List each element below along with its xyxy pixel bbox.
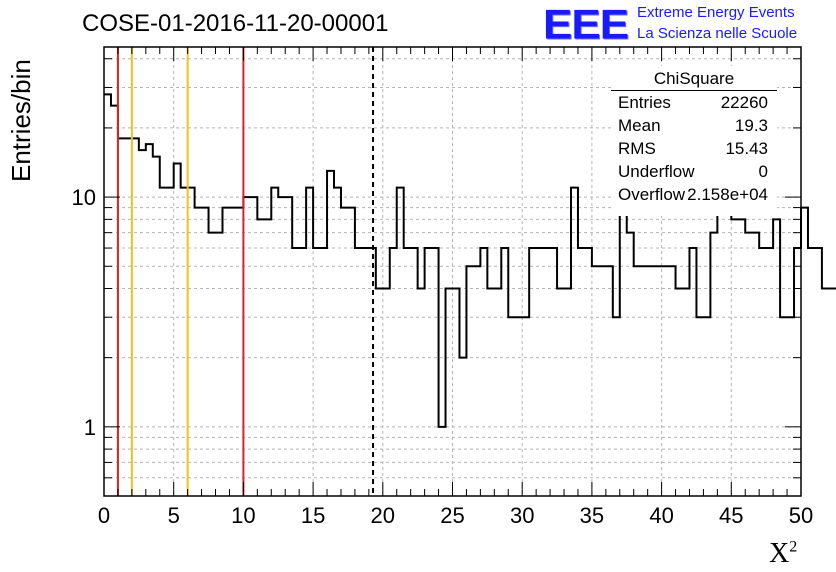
stats-value: 15.43 xyxy=(725,139,768,158)
stats-title: ChiSquare xyxy=(653,69,735,88)
x-tick-label: 25 xyxy=(440,503,464,528)
stats-row-mean: Mean 19.3 xyxy=(618,116,768,139)
stats-key: RMS xyxy=(618,139,656,158)
stats-box: ChiSquare Entries 22260 Mean 19.3 RMS 15… xyxy=(611,66,777,216)
tick-labels: 0 5 10 15 20 25 30 35 40 45 50 1 10 xyxy=(72,185,814,528)
stats-row-underflow: Underflow 0 xyxy=(618,162,768,185)
stats-value: 2.158e+04 xyxy=(687,185,768,204)
x-tick-label: 15 xyxy=(301,503,325,528)
stats-value: 0 xyxy=(758,162,768,181)
x-tick-label: 5 xyxy=(168,503,180,528)
stats-key: Overflow xyxy=(618,185,686,204)
x-tick-label: 45 xyxy=(719,503,743,528)
x-tick-label: 50 xyxy=(789,503,813,528)
x-axis-label: X2 xyxy=(769,538,797,570)
stats-row-entries: Entries 22260 xyxy=(618,93,768,116)
x-tick-label: 0 xyxy=(98,503,110,528)
x-tick-label: 35 xyxy=(580,503,604,528)
x-axis-label-exponent: 2 xyxy=(789,538,798,556)
logo-line-1: Extreme Energy Events xyxy=(637,4,795,21)
stats-row-rms: RMS 15.43 xyxy=(618,139,768,162)
histogram-series xyxy=(104,93,836,428)
chart-title: COSE-01-2016-11-20-00001 xyxy=(82,10,389,37)
y-tick-label: 10 xyxy=(72,185,96,210)
axis-ticks xyxy=(103,47,802,497)
stats-divider xyxy=(611,90,777,91)
stats-key: Underflow xyxy=(618,162,695,181)
logo-line-2: La Scienza nelle Scuole xyxy=(637,25,798,42)
x-tick-label: 10 xyxy=(231,503,255,528)
reference-lines xyxy=(116,47,375,496)
y-axis-label: Entries/bin xyxy=(6,59,36,182)
x-axis-label-base: X xyxy=(769,538,790,569)
x-tick-label: 20 xyxy=(371,503,395,528)
stats-key: Mean xyxy=(618,116,661,135)
eee-logo: EEE xyxy=(543,1,629,48)
stats-key: Entries xyxy=(618,93,671,112)
stats-value: 22260 xyxy=(720,93,768,112)
stats-row-overflow: Overflow 2.158e+04 xyxy=(618,185,768,208)
stats-value: 19.3 xyxy=(734,116,768,135)
x-tick-label: 40 xyxy=(649,503,673,528)
x-tick-label: 30 xyxy=(510,503,534,528)
y-tick-label: 1 xyxy=(84,415,96,440)
histogram-line xyxy=(104,93,836,428)
